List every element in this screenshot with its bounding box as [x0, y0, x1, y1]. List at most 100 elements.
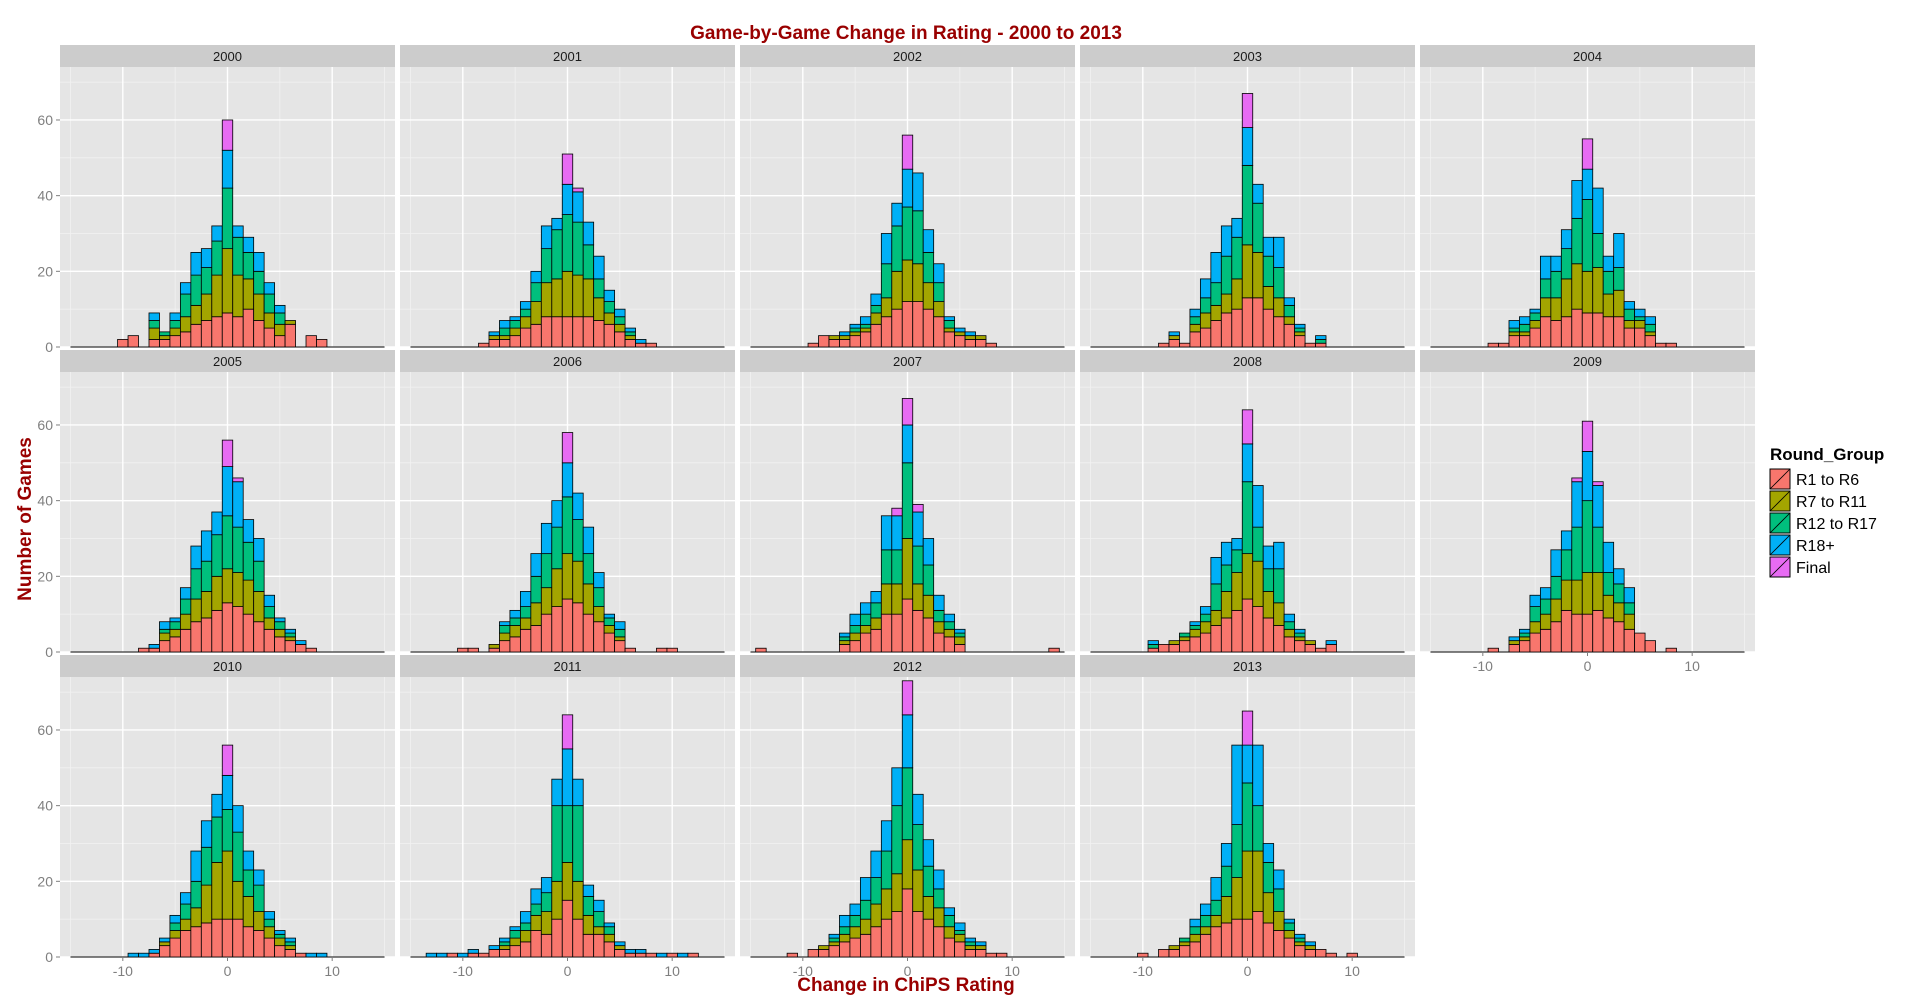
bar-segment [1231, 236, 1243, 280]
bar-segment [933, 926, 945, 958]
bar-segment [849, 331, 861, 337]
bar-segment [1220, 591, 1233, 619]
bar-segment [274, 617, 286, 623]
bar-segment [593, 926, 605, 935]
bar-segment [870, 628, 882, 653]
bar-segment [467, 949, 479, 954]
panel-strip [1080, 45, 1415, 67]
bar-segment [540, 248, 553, 284]
bar-segment [1304, 342, 1316, 348]
bar-segment [645, 952, 657, 958]
bar-segment [1168, 331, 1180, 337]
bar-segment [572, 519, 584, 562]
bar-segment [1325, 952, 1337, 958]
bar-segment [1539, 598, 1552, 615]
bar-segment [519, 617, 532, 630]
bar-segment [933, 632, 945, 653]
bar-segment [1571, 263, 1583, 310]
bar-segment [221, 187, 234, 250]
bar-segment [1508, 640, 1520, 645]
bar-segment [1210, 252, 1222, 284]
bar-segment [232, 805, 244, 833]
bar-segment [849, 914, 861, 928]
bar-segment [519, 591, 532, 607]
bar-segment [519, 930, 532, 943]
bar-segment [200, 922, 213, 958]
bar-segment [179, 892, 192, 905]
bar-segment [232, 225, 244, 238]
bar-segment [1262, 545, 1275, 570]
bar-segment [253, 270, 265, 295]
bar-segment [912, 911, 924, 958]
bar-segment [519, 911, 532, 924]
bar-segment [499, 625, 511, 634]
bar-segment [263, 312, 276, 329]
bar-segment [551, 805, 563, 882]
bar-segment [975, 339, 987, 348]
bar-segment [1220, 617, 1233, 653]
bar-segment [169, 628, 181, 638]
bar-segment [221, 850, 234, 920]
bar-segment [912, 172, 924, 212]
bar-segment [1231, 609, 1243, 653]
bar-segment [1665, 647, 1677, 653]
bar-segment [922, 538, 935, 566]
bar-segment [880, 515, 893, 551]
bar-segment [253, 884, 265, 912]
legend-label: R18+ [1796, 538, 1835, 555]
bar-segment [551, 918, 563, 958]
bar-segment [943, 320, 956, 329]
bar-segment [499, 937, 511, 943]
bar-segment [1519, 640, 1531, 653]
bar-segment [425, 952, 438, 958]
panel-2003: 2003 [1080, 45, 1415, 348]
bar-segment [190, 850, 202, 882]
bar-segment [1529, 621, 1541, 634]
bar-segment [839, 933, 851, 943]
bar-segment [1592, 481, 1604, 486]
y-tick-label: 20 [37, 263, 53, 279]
bar-segment [964, 331, 976, 337]
bar-segment [305, 335, 317, 348]
x-tick-label: 0 [1584, 658, 1592, 674]
bar-segment [1315, 949, 1327, 958]
bar-segment [1613, 233, 1625, 268]
bar-segment [540, 522, 553, 555]
bar-segment [1529, 606, 1541, 623]
bar-segment [1262, 568, 1275, 592]
bar-segment [880, 233, 893, 265]
bar-segment [870, 304, 882, 314]
bar-segment [1304, 941, 1316, 947]
panel-strip [1420, 350, 1755, 372]
bar-segment [1252, 911, 1264, 958]
bar-segment [593, 899, 605, 912]
bar-segment [593, 320, 605, 348]
bar-segment [190, 880, 202, 909]
bar-segment [551, 278, 563, 318]
bar-segment [1581, 613, 1594, 653]
bar-segment [901, 462, 914, 539]
bar-segment [1325, 644, 1337, 653]
bar-segment [540, 613, 553, 653]
bar-segment [912, 301, 924, 348]
bar-segment [859, 899, 872, 920]
bar-segment [901, 259, 914, 302]
bar-segment [211, 793, 223, 818]
bar-segment [190, 323, 202, 348]
bar-segment [253, 869, 265, 886]
bar-segment [603, 922, 616, 928]
panel-strip-label: 2003 [1233, 49, 1262, 64]
bar-segment [1179, 945, 1191, 958]
bar-segment [1602, 293, 1615, 318]
panel-2004: 2004 [1420, 45, 1755, 348]
bar-segment [1252, 560, 1264, 607]
bar-segment [572, 918, 584, 958]
bar-segment [687, 952, 699, 958]
bar-segment [603, 617, 616, 626]
bar-segment [263, 327, 276, 348]
legend-item: R18+ [1769, 534, 1835, 556]
bar-segment [755, 647, 767, 653]
bar-segment [221, 774, 234, 810]
panel-2013: 2013 -10 0 10 [1080, 655, 1415, 979]
